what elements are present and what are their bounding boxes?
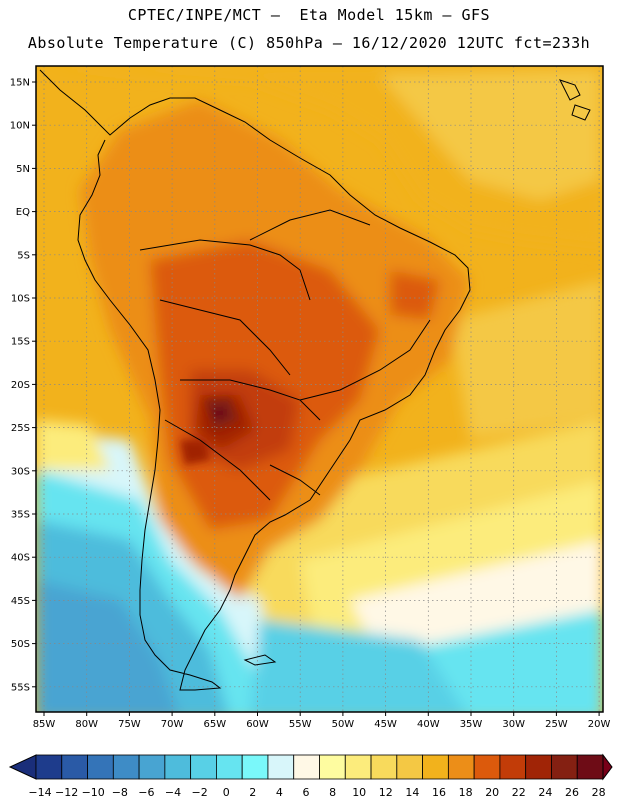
colorbar-label: −2 — [191, 786, 207, 799]
lon-tick-label: 70W — [161, 719, 184, 730]
colorbar-swatch — [551, 754, 578, 780]
temperature-field — [36, 66, 603, 712]
colorbar-swatch — [293, 754, 320, 780]
colorbar-swatch — [61, 754, 88, 780]
lon-tick-label: 60W — [246, 719, 269, 730]
lat-tick-label: 15S — [11, 337, 30, 348]
lon-tick-label: 65W — [203, 719, 226, 730]
lat-tick-label: 15N — [10, 78, 30, 89]
colorbar-swatch — [112, 754, 140, 780]
colorbar-over-arrow — [602, 753, 613, 781]
lon-tick-label: 50W — [332, 719, 355, 730]
colorbar-swatch — [319, 754, 346, 780]
plot-frame — [35, 65, 604, 713]
lon-tick-label: 75W — [118, 719, 141, 730]
colorbar-label: 4 — [276, 786, 283, 799]
colorbar-swatch — [473, 754, 501, 780]
lon-tick-label: 35W — [460, 719, 483, 730]
lon-tick-label: 25W — [545, 719, 568, 730]
lat-lon-grid — [36, 66, 603, 712]
colorbar-label: 28 — [592, 786, 606, 799]
map-title-line1: CPTEC/INPE/MCT – Eta Model 15km – GFS — [127, 6, 491, 24]
colorbar-label: 24 — [538, 786, 552, 799]
colorbar-label: 12 — [379, 786, 393, 799]
lat-tick-label: 20S — [11, 380, 30, 391]
lon-tick-label: 40W — [417, 719, 440, 730]
colorbar-label: −8 — [112, 786, 128, 799]
colorbar-swatch — [396, 754, 423, 780]
colorbar-swatch — [370, 754, 398, 780]
map-title-line2: Absolute Temperature (C) 850hPa – 16/12/… — [27, 34, 591, 52]
colorbar-label: 18 — [459, 786, 473, 799]
colorbar-label: −6 — [138, 786, 154, 799]
lat-tick-label: 35S — [11, 510, 30, 521]
colorbar-label: 0 — [223, 786, 230, 799]
coastlines — [39, 69, 591, 691]
lon-tick-label: 45W — [374, 719, 397, 730]
lat-tick-label: 50S — [11, 639, 30, 650]
colorbar-swatch — [267, 754, 295, 780]
lon-tick-label: 55W — [289, 719, 312, 730]
colorbar-label: −4 — [165, 786, 181, 799]
lat-tick-label: 5N — [16, 164, 30, 175]
colorbar-swatch — [138, 754, 166, 780]
colorbar-label: 10 — [352, 786, 366, 799]
colorbar-swatch — [576, 754, 604, 780]
lat-tick-label: 45S — [11, 596, 30, 607]
colorbar-label: 14 — [405, 786, 419, 799]
lon-tick-label: 80W — [75, 719, 98, 730]
lon-tick-label: 85W — [33, 719, 56, 730]
colorbar-swatch — [241, 754, 269, 780]
lat-tick-label: 55S — [11, 682, 30, 693]
lat-tick-label: 30S — [11, 466, 30, 477]
colorbar-label: 6 — [303, 786, 310, 799]
colorbar-label: −10 — [82, 786, 105, 799]
lat-tick-label: 25S — [11, 423, 30, 434]
lat-tick-label: 40S — [11, 553, 30, 564]
lat-tick-label: 10S — [11, 294, 30, 305]
colorbar-swatch — [190, 754, 217, 780]
lat-tick-label: 5S — [17, 250, 30, 261]
colorbar-label: 2 — [249, 786, 256, 799]
colorbar-swatch — [422, 754, 449, 780]
colorbar-label: −14 — [28, 786, 51, 799]
latitude-axis: 15N 10N 5N EQ 5S 10S 15S 20S 25S 30S 35S 40S 45S 50S 5… — [10, 78, 36, 693]
lat-tick-label: 10N — [10, 121, 30, 132]
colorbar-swatch — [447, 754, 475, 780]
colorbar-label: 8 — [329, 786, 336, 799]
colorbar-swatch — [344, 754, 372, 780]
colorbar-swatch — [164, 754, 192, 780]
colorbar-swatch — [499, 754, 527, 780]
colorbar-swatch — [87, 754, 114, 780]
colorbar-swatch — [216, 754, 243, 780]
colorbar-label: −12 — [55, 786, 78, 799]
colorbar-swatch — [35, 754, 63, 780]
lat-tick-label: EQ — [16, 207, 30, 218]
lon-tick-label: 20W — [588, 719, 611, 730]
colorbar-label: 26 — [565, 786, 579, 799]
colorbar-label: 16 — [432, 786, 446, 799]
colorbar-swatch — [525, 754, 552, 780]
lon-tick-label: 30W — [502, 719, 525, 730]
colorbar-under-arrow — [8, 754, 37, 780]
colorbar-label: 22 — [512, 786, 526, 799]
longitude-axis: 85W 80W 75W 70W 65W 60W 55W 50W 45W 40W 35W 30W 25W 2… — [33, 712, 611, 730]
temperature-colorbar: −14 −12 −10 −8 −6 −4 −2 0 2 4 6 8 10 12 14 16 18 20 22 24 26… — [8, 753, 613, 799]
colorbar-label: 20 — [485, 786, 499, 799]
